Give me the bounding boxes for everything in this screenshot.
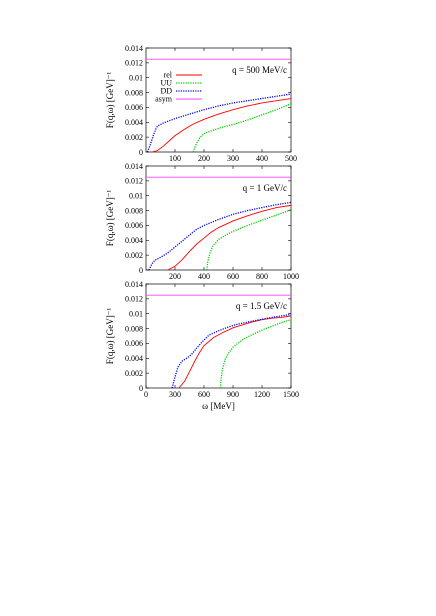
x-tick-label: 600 — [227, 272, 239, 281]
panel-label: q = 1 GeV/c — [243, 183, 287, 193]
series-line-uu — [206, 209, 292, 271]
x-tick-label: 1000 — [283, 272, 299, 281]
y-tick-label: 0.006 — [125, 103, 143, 112]
panel-label: q = 500 MeV/c — [232, 65, 287, 75]
panel-3: 0 0.002 0.004 0.006 0.008 0.01 0.012 0.014 0 300 6… — [105, 280, 299, 411]
y-tick-label: 0 — [139, 384, 143, 393]
y-axis-title: F(q,ω) [GeV]⁻¹ — [105, 190, 115, 247]
y-tick-label: 0.012 — [125, 295, 143, 304]
y-tick-label: 0.002 — [125, 251, 143, 260]
y-tick-label: 0.012 — [125, 177, 143, 186]
y-tick-label: 0.012 — [125, 59, 143, 68]
panel-label: q = 1.5 GeV/c — [236, 301, 287, 311]
y-tick-label: 0.002 — [125, 133, 143, 142]
series-line-uu — [192, 103, 292, 153]
legend-label-rel: rel — [164, 71, 173, 80]
x-tick-label: 200 — [198, 154, 210, 163]
y-tick-label: 0.01 — [129, 74, 143, 83]
x-tick-label: 0 — [144, 390, 148, 399]
y-tick-label: 0.002 — [125, 369, 143, 378]
legend-label-uu: UU — [160, 79, 172, 88]
y-tick-label: 0.004 — [125, 236, 143, 245]
x-tick-label: 200 — [169, 272, 181, 281]
x-tick-label: 300 — [169, 390, 181, 399]
y-tick-label: 0.014 — [125, 280, 143, 289]
x-tick-label: 1200 — [254, 390, 270, 399]
x-axis-title: ω [MeV] — [202, 401, 235, 411]
y-tick-label: 0.006 — [125, 221, 143, 230]
y-tick-label: 0.008 — [125, 206, 143, 215]
panel-1: 0 0.002 0.004 0.006 0.008 0.01 0.012 0.014 100 20… — [105, 44, 297, 163]
y-tick-label: 0 — [139, 266, 143, 275]
legend-label-asym: asym — [155, 95, 173, 104]
x-tick-label: 400 — [256, 154, 268, 163]
x-tick-label: 900 — [227, 390, 239, 399]
series-line-dd — [146, 93, 292, 153]
y-tick-label: 0.008 — [125, 88, 143, 97]
y-axis-title: F(q,ω) [GeV]⁻¹ — [105, 72, 115, 129]
y-tick-label: 0.006 — [125, 339, 143, 348]
x-tick-label: 600 — [198, 390, 210, 399]
x-tick-label: 1500 — [283, 390, 299, 399]
x-tick-label: 800 — [256, 272, 268, 281]
y-tick-label: 0.014 — [125, 44, 143, 53]
x-tick-label: 400 — [198, 272, 210, 281]
plot-frame — [145, 283, 292, 389]
y-tick-label: 0.014 — [125, 162, 143, 171]
series-line-uu — [219, 319, 292, 389]
y-tick-label: 0 — [139, 148, 143, 157]
y-tick-label: 0.01 — [129, 192, 143, 201]
plot-frame — [145, 47, 292, 153]
y-tick-label: 0.004 — [125, 354, 143, 363]
y-tick-label: 0.008 — [125, 324, 143, 333]
y-axis-title: F(q,ω) [GeV]⁻¹ — [105, 308, 115, 365]
series-line-dd — [148, 201, 292, 271]
y-tick-label: 0.004 — [125, 118, 143, 127]
plot-frame — [145, 165, 292, 271]
series-line-rel — [151, 98, 292, 153]
x-tick-label: 500 — [285, 154, 297, 163]
legend-label-dd: DD — [160, 87, 172, 96]
x-tick-label: 300 — [227, 154, 239, 163]
series-line-rel — [167, 204, 292, 271]
y-tick-label: 0.01 — [129, 310, 143, 319]
x-tick-label: 100 — [169, 154, 181, 163]
series-line-rel — [178, 315, 292, 389]
panel-2: 0 0.002 0.004 0.006 0.008 0.01 0.012 0.014 200 40… — [105, 162, 299, 281]
